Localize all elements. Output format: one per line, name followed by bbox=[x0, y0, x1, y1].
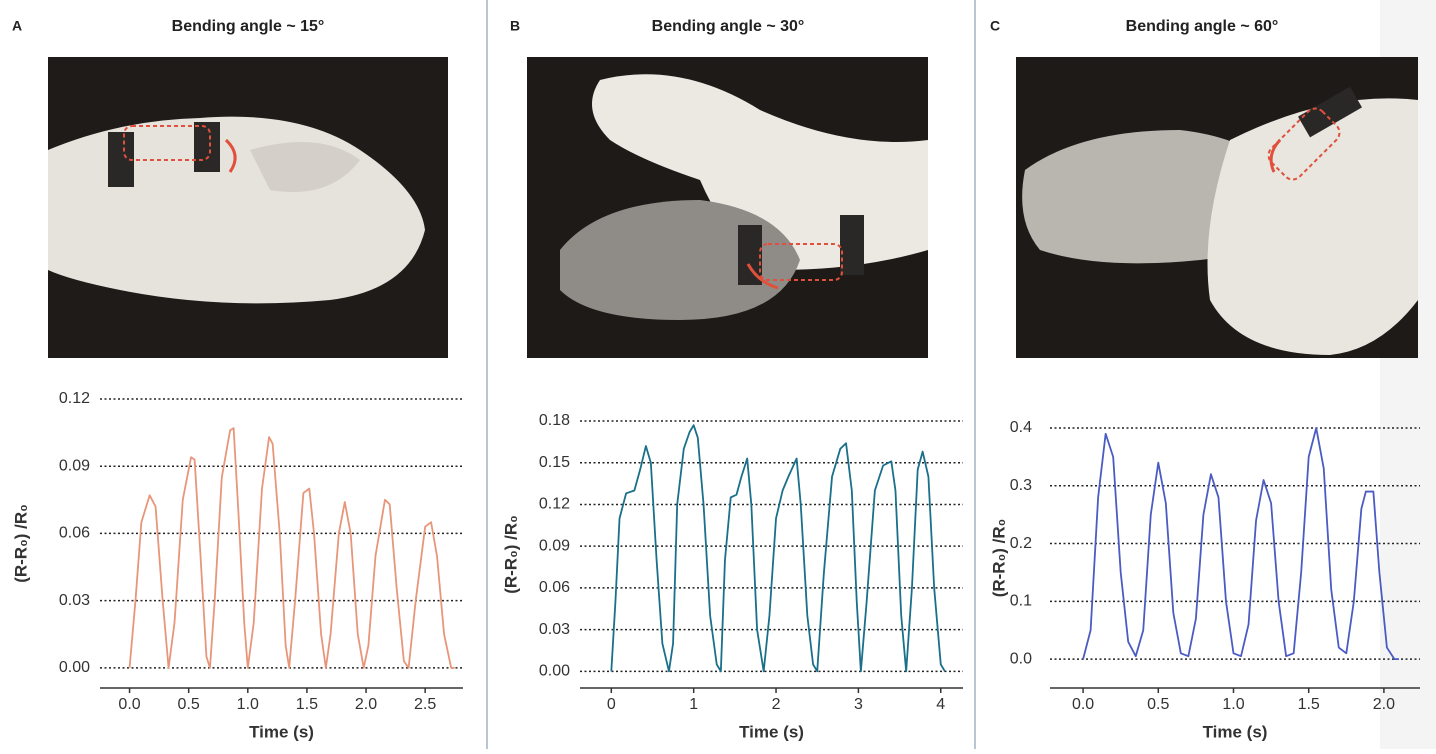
y-tick-label: 0.12 bbox=[59, 390, 90, 407]
x-tick-label: 1.5 bbox=[1298, 696, 1320, 713]
chart-title: Bending angle ~ 15° bbox=[172, 18, 325, 35]
y-axis-label: (R-R₀) /R₀ bbox=[989, 519, 1008, 598]
y-tick-label: 0.1 bbox=[1010, 593, 1032, 610]
x-tick-label: 1.0 bbox=[237, 696, 259, 713]
photo bbox=[48, 57, 448, 358]
y-tick-label: 0.12 bbox=[539, 496, 570, 513]
y-tick-label: 0.18 bbox=[539, 412, 570, 429]
y-tick-label: 0.15 bbox=[539, 454, 570, 471]
x-tick-label: 1.5 bbox=[296, 696, 318, 713]
x-tick-label: 3 bbox=[854, 696, 863, 713]
data-line bbox=[610, 424, 946, 673]
data-line bbox=[128, 427, 455, 669]
x-tick-label: 2.0 bbox=[355, 696, 377, 713]
x-tick-label: 1.0 bbox=[1222, 696, 1244, 713]
x-tick-label: 4 bbox=[936, 696, 945, 713]
chart-title: Bending angle ~ 60° bbox=[1126, 18, 1279, 35]
y-tick-label: 0.0 bbox=[1010, 650, 1032, 667]
x-axis-label: Time (s) bbox=[249, 722, 314, 741]
y-tick-label: 0.03 bbox=[539, 621, 570, 638]
y-tick-label: 0.2 bbox=[1010, 535, 1032, 552]
x-tick-label: 0 bbox=[607, 696, 616, 713]
x-axis-label: Time (s) bbox=[739, 722, 804, 741]
data-line bbox=[1082, 427, 1399, 661]
y-tick-label: 0.3 bbox=[1010, 477, 1032, 494]
y-tick-label: 0.00 bbox=[59, 659, 90, 676]
chart-title: Bending angle ~ 30° bbox=[652, 18, 805, 35]
x-tick-label: 0.0 bbox=[118, 696, 140, 713]
x-tick-label: 0.5 bbox=[1147, 696, 1169, 713]
y-axis-label: (R-R₀) /R₀ bbox=[11, 504, 30, 583]
panel-label: B bbox=[510, 18, 520, 34]
y-tick-label: 0.03 bbox=[59, 592, 90, 609]
x-tick-label: 0.0 bbox=[1072, 696, 1094, 713]
y-tick-label: 0.09 bbox=[59, 457, 90, 474]
y-tick-label: 0.4 bbox=[1010, 419, 1032, 436]
y-axis-label: (R-R₀) /R₀ bbox=[501, 515, 520, 594]
photo bbox=[1016, 57, 1418, 358]
photo bbox=[527, 57, 928, 358]
x-tick-label: 2 bbox=[772, 696, 781, 713]
y-tick-label: 0.06 bbox=[59, 525, 90, 542]
x-tick-label: 2.5 bbox=[414, 696, 436, 713]
x-axis-label: Time (s) bbox=[1203, 722, 1268, 741]
panel-label: A bbox=[12, 18, 22, 34]
x-tick-label: 2.0 bbox=[1373, 696, 1395, 713]
x-tick-label: 0.5 bbox=[178, 696, 200, 713]
panel-label: C bbox=[990, 18, 1000, 34]
y-tick-label: 0.06 bbox=[539, 579, 570, 596]
y-tick-label: 0.09 bbox=[539, 537, 570, 554]
x-tick-label: 1 bbox=[689, 696, 698, 713]
y-tick-label: 0.00 bbox=[539, 663, 570, 680]
